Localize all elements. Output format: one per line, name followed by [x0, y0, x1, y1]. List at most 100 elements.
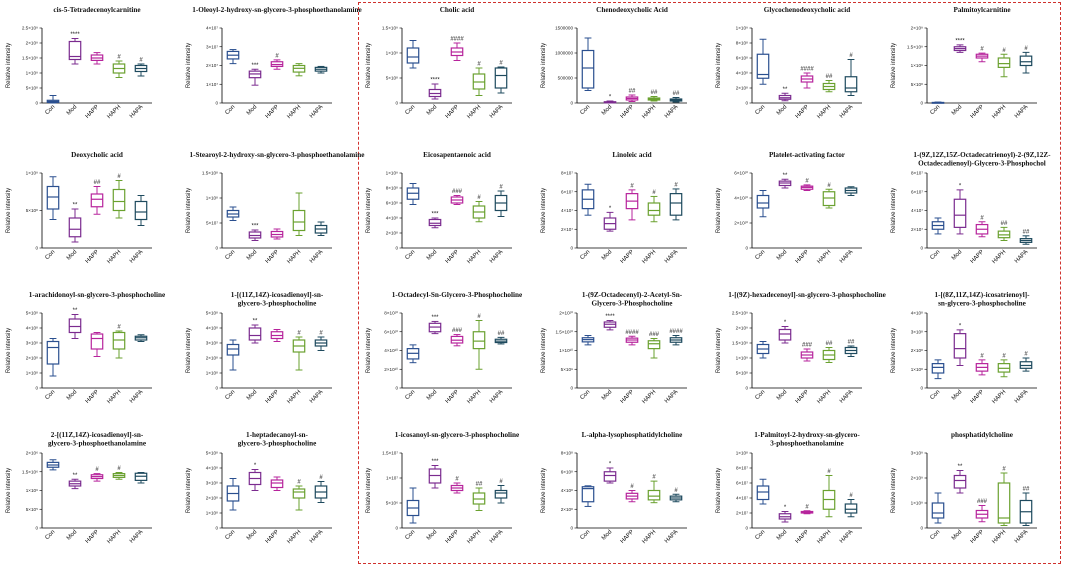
box-body: [46, 340, 60, 365]
y-tick-label: 2×10⁷: [206, 63, 218, 68]
x-tick-label: Con: [929, 529, 941, 541]
chart-svg: cis-5-Tetradecenoylcarnitine Relative int…: [6, 6, 152, 120]
significance-label: #: [297, 331, 301, 337]
y-tick-label: 0: [35, 386, 38, 391]
significance-label: *: [784, 320, 787, 326]
y-tick-label: 8×10¹⁰: [384, 311, 398, 316]
chart-title: 1-arachidonoyl-sn-glycero-3-phosphocholi…: [29, 291, 165, 299]
y-tick-label: 500000: [558, 76, 574, 81]
box-body: [406, 47, 420, 64]
x-tick-label: HAPP: [795, 529, 811, 545]
significance-label: ##: [629, 89, 636, 95]
chart-title: 1-(9Z,12Z,15Z-Octadecatrienoyl)-2-(9Z,12…: [913, 151, 1051, 159]
x-tick-label: HAPP: [85, 104, 101, 120]
significance-label: ###: [802, 343, 813, 349]
x-tick-label: HAPP: [970, 104, 986, 120]
y-tick-label: 4×10⁷: [736, 496, 748, 501]
chart-title: Cholic acid: [440, 6, 475, 14]
chart-svg: Deoxycholic acid Relative intensity 0 5×10⁸…: [6, 151, 152, 265]
box-body: [953, 474, 967, 489]
y-tick-label: 3×10⁸: [911, 329, 923, 334]
significance-label: #: [499, 61, 503, 67]
x-tick-label: HAPP: [970, 389, 986, 405]
x-tick-label: HAPP: [265, 104, 281, 120]
significance-label: #: [319, 331, 323, 337]
chart-panel: 1-Oleoyl-2-hydroxy-sn-glycero-3-phosphoe…: [180, 0, 362, 140]
x-tick-label: HAPH: [641, 389, 657, 405]
significance-label: #: [477, 314, 481, 320]
y-tick-label: 0: [920, 386, 923, 391]
y-tick-label: 2×10¹⁰: [559, 311, 573, 316]
x-tick-label: HAPP: [795, 104, 811, 120]
chart-title: Platelet-activating factor: [769, 151, 846, 159]
chart-panel: 1-Stearoyl-2-hydroxy-sn-glycero-3-phosph…: [180, 145, 364, 285]
x-tick-label: HAPA: [1014, 529, 1029, 544]
x-tick-label: HAPA: [664, 104, 679, 119]
significance-label: ***: [251, 224, 259, 230]
y-tick-label: 3×10⁸: [206, 481, 218, 486]
significance-label: #: [1002, 467, 1006, 473]
x-tick-label: HAPA: [839, 249, 854, 264]
x-tick-label: HAPP: [445, 104, 461, 120]
chart-panel: Eicosapentaenoic acid Relative intensity 0…: [360, 145, 535, 285]
x-tick-label: HAPH: [991, 104, 1007, 120]
significance-label: *: [959, 183, 962, 189]
y-axis-label: Relative intensity: [186, 328, 192, 373]
box-body: [581, 486, 595, 503]
y-tick-label: 2×10⁹: [911, 476, 923, 481]
x-tick-label: Mod: [426, 389, 438, 401]
significance-label: #: [805, 178, 809, 184]
chart-panel: 1-[(9Z)-hexadecenoyl]-sn-glycero-3-phosp…: [710, 285, 886, 425]
y-tick-label: 0: [35, 101, 38, 106]
x-tick-label: Con: [224, 104, 236, 116]
x-tick-label: HAPA: [309, 529, 324, 544]
chart-svg: Chenodeoxycholic Acid Relative intensity 0…: [541, 6, 687, 120]
y-tick-label: 2×10⁷: [911, 227, 923, 232]
chart-title: Glycero-3-Phosphocholine: [592, 300, 673, 308]
box-body: [647, 202, 661, 216]
significance-label: #: [297, 480, 301, 486]
x-tick-label: HAPA: [1014, 104, 1029, 119]
y-tick-label: 5×10⁵: [26, 507, 38, 512]
x-tick-label: Con: [224, 389, 236, 401]
x-tick-label: Con: [579, 104, 591, 116]
significance-label: #: [980, 215, 984, 221]
y-tick-label: 2×10⁸: [911, 348, 923, 353]
y-tick-label: 0: [745, 526, 748, 531]
y-tick-label: 0: [920, 101, 923, 106]
x-tick-label: Con: [404, 529, 416, 541]
x-tick-label: HAPA: [664, 249, 679, 264]
chart-svg: 1-[(9Z)-hexadecenoyl]-sn-glycero-3-phosp…: [716, 291, 886, 405]
x-tick-label: HAPA: [1014, 389, 1029, 404]
x-tick-label: Con: [44, 389, 56, 401]
y-tick-label: 2×10⁷: [736, 511, 748, 516]
significance-label: ###: [977, 499, 988, 505]
x-tick-label: HAPP: [85, 529, 101, 545]
chart-panel: Cholic acid Relative intensity 0 5×10⁸ 1×10⁹…: [360, 0, 535, 140]
chart-title: sn-glycero-3-phosphocholine: [938, 300, 1026, 308]
y-axis-label: Relative intensity: [366, 328, 372, 373]
significance-label: *: [609, 206, 612, 212]
chart-title: Palmitoylcarnitine: [953, 6, 1010, 14]
x-tick-label: HAPH: [816, 389, 832, 405]
x-tick-label: HAPH: [286, 249, 302, 265]
y-tick-label: 0: [920, 526, 923, 531]
x-tick-label: Mod: [601, 529, 613, 541]
x-tick-label: HAPA: [839, 104, 854, 119]
y-axis-label: Relative intensity: [366, 188, 372, 233]
x-tick-label: Mod: [951, 389, 963, 401]
chart-title: 1-icosanoyl-sn-glycero-3-phosphocholine: [395, 431, 519, 439]
chart-panel: 1-(9Z-Octadecenyl)-2-Acetyl-Sn- Glycero-3…: [535, 285, 710, 425]
y-tick-label: 0: [395, 386, 398, 391]
box-body: [46, 185, 60, 210]
significance-label: **: [73, 203, 78, 209]
x-tick-label: Con: [224, 529, 236, 541]
significance-label: *: [784, 505, 787, 511]
significance-label: ##: [826, 341, 833, 347]
x-tick-label: Con: [754, 249, 766, 261]
chart-panel: 1-[(8Z,11Z,14Z)-icosatrienoyl]- sn-glycer…: [885, 285, 1060, 425]
box-body: [494, 489, 508, 499]
box-body: [112, 188, 126, 212]
y-tick-label: 1×10⁹: [26, 171, 38, 176]
